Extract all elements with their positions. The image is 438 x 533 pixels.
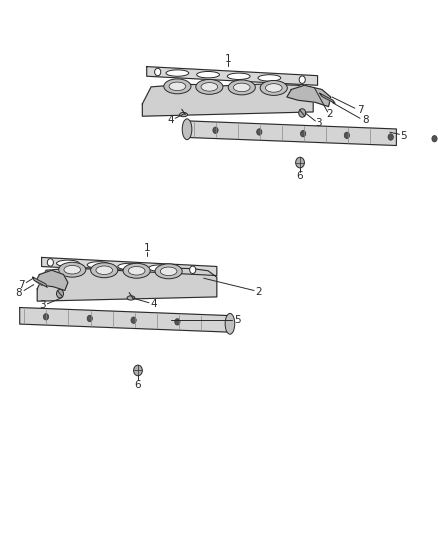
Circle shape [344,132,350,139]
Text: 2: 2 [255,287,262,297]
Ellipse shape [233,83,250,92]
Text: 1: 1 [224,54,231,63]
Circle shape [47,259,53,266]
Circle shape [57,289,64,298]
Text: 5: 5 [234,315,241,325]
Circle shape [131,317,136,324]
Circle shape [213,127,218,133]
Ellipse shape [180,112,187,117]
Circle shape [299,109,306,117]
Circle shape [175,319,180,325]
Ellipse shape [128,266,145,275]
Circle shape [155,68,161,76]
Polygon shape [33,277,47,287]
Text: 3: 3 [315,118,322,128]
Ellipse shape [57,260,79,266]
Ellipse shape [258,75,281,81]
Ellipse shape [123,263,150,278]
Ellipse shape [96,266,113,274]
Ellipse shape [197,71,219,78]
Polygon shape [147,67,318,85]
Ellipse shape [148,265,171,271]
Ellipse shape [182,119,192,140]
Ellipse shape [164,79,191,94]
Polygon shape [287,85,331,107]
Text: 5: 5 [400,131,407,141]
Circle shape [43,313,49,320]
Circle shape [388,134,393,140]
Ellipse shape [227,73,250,79]
Text: 1: 1 [143,243,150,253]
Text: 7: 7 [18,280,25,289]
Text: 7: 7 [357,105,364,115]
Polygon shape [142,84,313,116]
Text: 6: 6 [297,172,304,181]
Circle shape [296,157,304,168]
Circle shape [190,266,196,273]
Polygon shape [37,268,217,301]
Text: 2: 2 [326,109,333,119]
Ellipse shape [166,70,189,76]
Text: 8: 8 [362,116,369,125]
Ellipse shape [228,80,255,95]
Text: 8: 8 [15,288,22,297]
Text: 3: 3 [39,301,46,310]
Ellipse shape [169,82,186,91]
Circle shape [300,131,306,137]
Ellipse shape [260,80,287,95]
Ellipse shape [196,79,223,94]
Ellipse shape [91,263,118,278]
Ellipse shape [59,262,86,277]
Ellipse shape [127,296,135,300]
Ellipse shape [265,84,282,92]
Circle shape [87,316,92,322]
Ellipse shape [160,267,177,276]
Polygon shape [320,93,335,103]
Polygon shape [36,270,68,290]
Ellipse shape [225,313,235,334]
Ellipse shape [64,265,81,274]
Circle shape [299,76,305,83]
Text: 6: 6 [134,380,141,390]
Ellipse shape [155,264,182,279]
Circle shape [432,135,437,142]
Ellipse shape [201,83,218,91]
Text: 4: 4 [151,299,158,309]
Text: 4: 4 [167,115,174,125]
Ellipse shape [118,263,141,270]
Circle shape [134,365,142,376]
Polygon shape [42,257,217,276]
Polygon shape [189,121,396,146]
Ellipse shape [87,262,110,268]
Circle shape [257,129,262,135]
Polygon shape [20,308,228,332]
